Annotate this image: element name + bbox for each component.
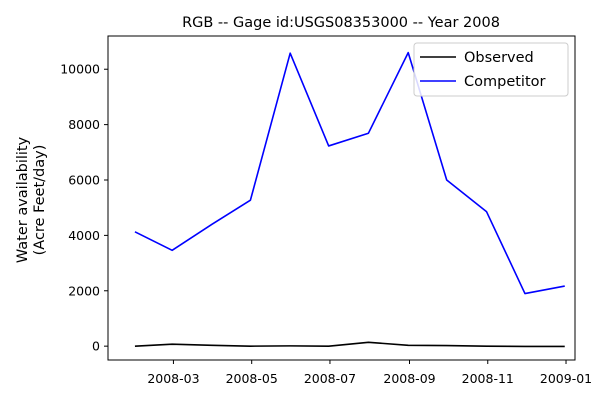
- x-tick-label: 2009-01: [540, 371, 592, 386]
- y-axis-ticks: 0 2000 4000 6000 8000 10000: [60, 62, 108, 354]
- plot-frame: [107, 35, 576, 361]
- series-line-competitor: [134, 51, 565, 295]
- x-tick-label: 2008-03: [147, 371, 199, 386]
- series-layer: [134, 51, 565, 348]
- series-line-observed: [134, 341, 565, 348]
- x-tick-label: 2008-05: [226, 371, 278, 386]
- x-axis-ticks: 2008-03 2008-05 2008-07 2008-09 2008-11 2009-…: [147, 360, 592, 386]
- y-tick-label: 2000: [68, 283, 100, 298]
- chart-title: RGB -- Gage id:USGS08353000 -- Year 2008: [182, 15, 500, 31]
- y-axis-label-line-1: Water availability: [15, 136, 31, 263]
- y-tick-label: 0: [92, 339, 100, 354]
- y-axis-label-line-2: (Acre Feet/day): [32, 145, 48, 256]
- legend-label-competitor: Competitor: [464, 74, 546, 90]
- y-axis-label: Water availability (Acre Feet/day): [15, 136, 48, 263]
- x-tick-label: 2008-11: [462, 371, 514, 386]
- y-tick-label: 4000: [68, 228, 100, 243]
- x-tick-label: 2008-09: [383, 371, 435, 386]
- legend: Observed Competitor: [413, 42, 569, 97]
- y-tick-label: 10000: [60, 62, 100, 77]
- legend-label-observed: Observed: [464, 50, 534, 66]
- y-tick-label: 8000: [68, 117, 100, 132]
- y-tick-label: 6000: [68, 173, 100, 188]
- x-tick-label: 2008-07: [304, 371, 356, 386]
